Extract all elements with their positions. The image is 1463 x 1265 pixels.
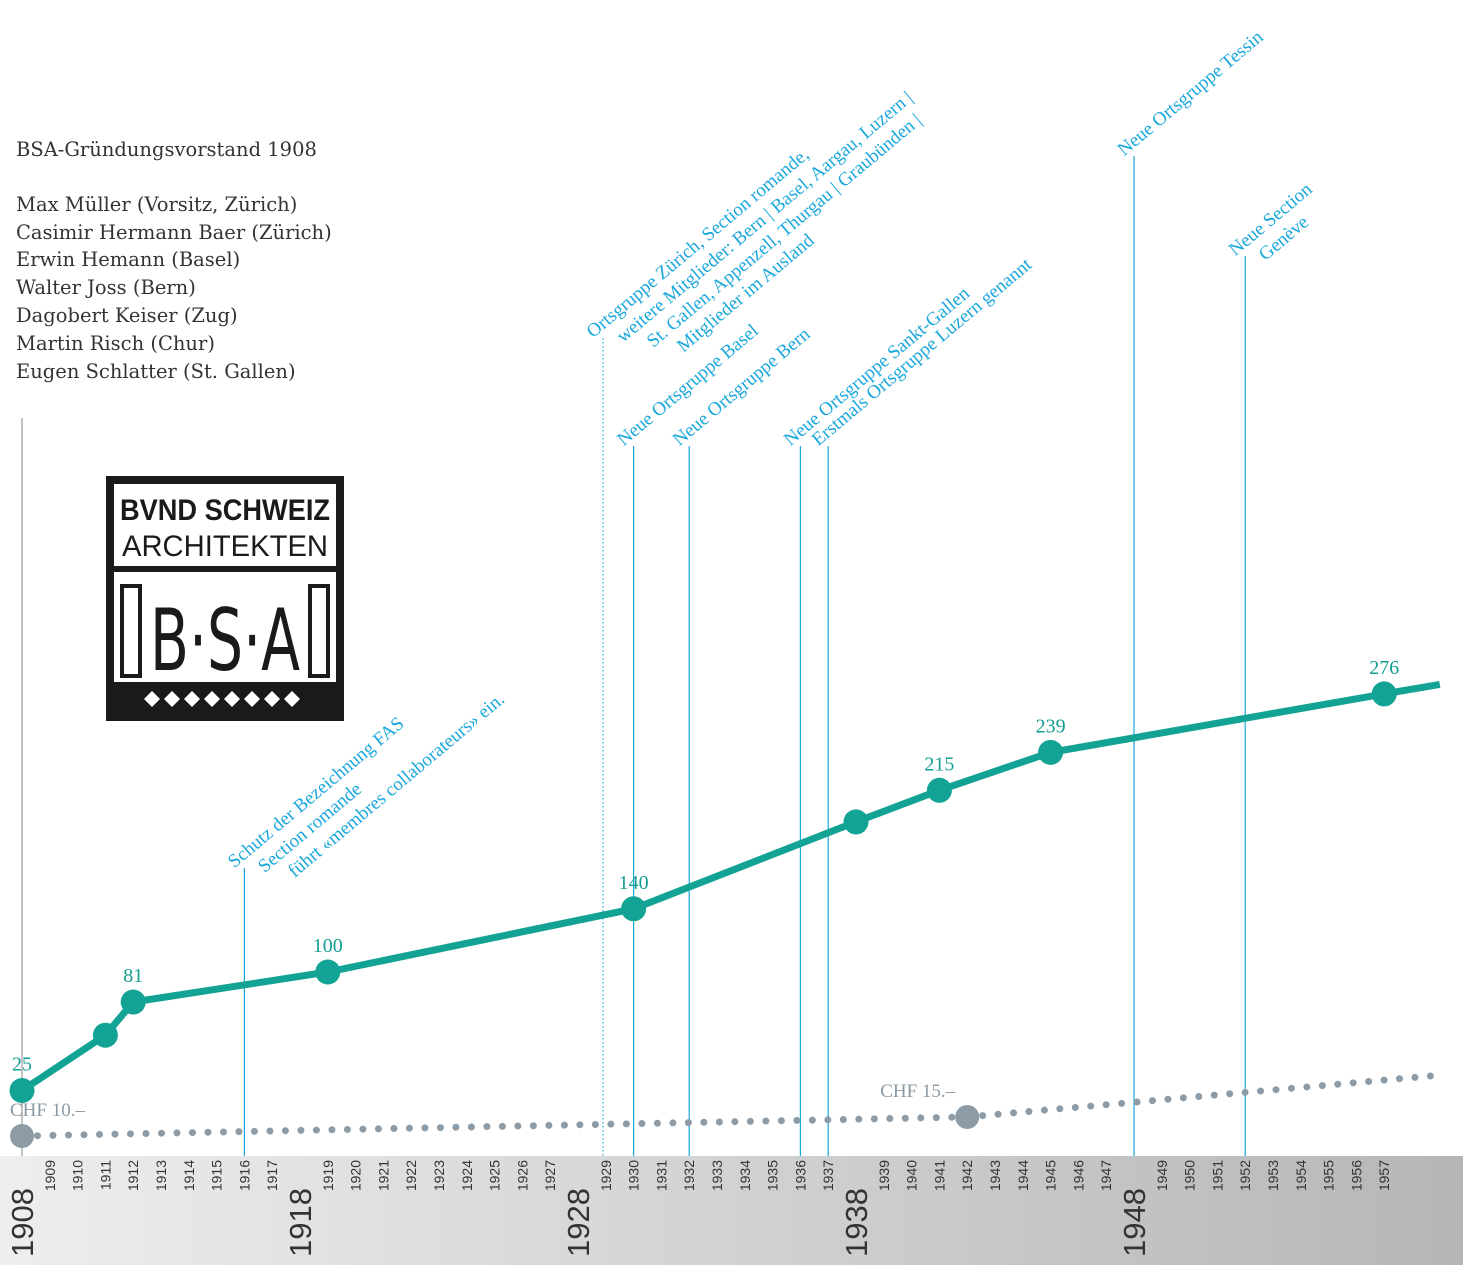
year-tick: 1926	[514, 1160, 530, 1191]
members-line	[20, 680, 1441, 1094]
year-tick: 1936	[792, 1160, 808, 1191]
year-tick: 1913	[153, 1160, 169, 1191]
year-tick: 1956	[1348, 1160, 1364, 1191]
members-point	[120, 989, 146, 1015]
year-tick: 1929	[598, 1160, 614, 1191]
fee-series: CHF 10.– CHF 15.–	[10, 1071, 1444, 1148]
board-member: Max Müller (Vorsitz, Zürich)	[16, 192, 298, 216]
fee-label: CHF 10.–	[10, 1100, 85, 1121]
year-tick: 1947	[1098, 1160, 1114, 1191]
year-tick: 1915	[209, 1160, 225, 1191]
year-tick: 1946	[1070, 1160, 1086, 1191]
year-tick: 1951	[1209, 1160, 1225, 1191]
year-tick: 1940	[904, 1160, 920, 1191]
year-tick: 1921	[375, 1160, 391, 1191]
year-tick: 1923	[431, 1160, 447, 1191]
founding-board: BSA-Gründungsvorstand 1908 Max Müller (V…	[16, 136, 332, 385]
year-tick: 1937	[820, 1160, 836, 1191]
year-tick: 1941	[931, 1160, 947, 1191]
year-tick: 1922	[403, 1160, 419, 1191]
fee-segment	[18, 1113, 971, 1140]
year-tick: 1931	[653, 1160, 669, 1191]
axis-band	[0, 1156, 1463, 1265]
members-point	[621, 896, 647, 922]
year-tick: 1920	[348, 1160, 364, 1191]
fee-point	[955, 1105, 980, 1129]
year-tick: 1917	[264, 1160, 280, 1191]
year-tick: 1932	[681, 1160, 697, 1191]
members-point	[9, 1078, 35, 1103]
members-point	[92, 1022, 118, 1048]
decade-tick: 1918	[283, 1188, 318, 1257]
year-tick: 1942	[959, 1160, 975, 1191]
annotation-label: St. Gallen, Appenzell, Thurgau | Graubün…	[643, 110, 926, 352]
year-axis: 1909 1910 1911 1912 1913 1914 1915 1916 1917 1919…	[5, 1160, 1392, 1257]
year-tick: 1945	[1043, 1160, 1059, 1191]
year-tick: 1952	[1237, 1160, 1253, 1191]
year-tick: 1957	[1376, 1160, 1392, 1191]
year-tick: 1954	[1293, 1160, 1309, 1191]
board-member: Eugen Schlatter (St. Gallen)	[16, 359, 296, 383]
members-point	[843, 809, 869, 835]
founding-board-title: BSA-Gründungsvorstand 1908	[16, 138, 317, 161]
members-point	[926, 777, 952, 803]
members-label: 276	[1369, 657, 1399, 679]
logo-monogram: B·S·A	[150, 591, 300, 691]
logo-line2: ARCHITEKTEN	[122, 530, 328, 563]
fee-label: CHF 15.–	[880, 1081, 955, 1102]
members-point	[315, 959, 341, 985]
year-tick: 1916	[236, 1160, 252, 1191]
year-tick: 1950	[1182, 1160, 1198, 1191]
annotation-label: Neue Ortsgruppe Sankt-Gallen	[780, 283, 974, 451]
members-label: 81	[123, 965, 143, 987]
year-tick: 1933	[709, 1160, 725, 1191]
members-label: 100	[313, 935, 343, 957]
year-tick: 1935	[765, 1160, 781, 1191]
annotation-label: Neue Ortsgruppe Tessin	[1114, 26, 1268, 160]
members-label: 239	[1036, 715, 1066, 737]
members-label: 140	[619, 872, 649, 894]
year-tick: 1927	[542, 1160, 558, 1191]
year-tick: 1911	[97, 1160, 113, 1190]
year-tick: 1930	[626, 1160, 642, 1191]
year-tick: 1953	[1265, 1160, 1281, 1191]
year-tick: 1943	[987, 1160, 1003, 1191]
members-point	[1038, 739, 1064, 765]
year-tick: 1939	[876, 1160, 892, 1191]
year-tick: 1909	[42, 1160, 58, 1191]
year-tick: 1914	[181, 1160, 197, 1191]
bsa-logo: BVND SCHWEIZ ARCHITEKTEN B·S·A	[106, 476, 344, 721]
year-tick: 1910	[70, 1160, 86, 1191]
members-point	[1371, 681, 1397, 707]
fee-segment	[963, 1071, 1444, 1121]
board-member: Walter Joss (Bern)	[16, 276, 196, 300]
decade-tick: 1928	[561, 1188, 596, 1257]
decade-tick: 1908	[5, 1188, 40, 1257]
board-member: Dagobert Keiser (Zug)	[16, 303, 238, 327]
decade-tick: 1938	[839, 1188, 874, 1257]
members-series: 25 81 100 140 215 239 276	[9, 657, 1441, 1103]
year-tick: 1912	[125, 1160, 141, 1191]
year-tick: 1944	[1015, 1160, 1031, 1191]
fee-point	[10, 1124, 34, 1148]
members-label: 25	[12, 1054, 32, 1076]
board-member: Erwin Hemann (Basel)	[16, 248, 241, 272]
annotation-lines	[21, 156, 1246, 1156]
year-tick: 1949	[1154, 1160, 1170, 1191]
board-member: Martin Risch (Chur)	[16, 331, 215, 355]
logo-line1: BVND SCHWEIZ	[120, 494, 330, 527]
annotation-label: Erstmals Ortsgruppe Luzern genannt	[808, 254, 1037, 451]
year-tick: 1934	[737, 1160, 753, 1191]
year-tick: 1925	[487, 1160, 503, 1191]
year-tick: 1955	[1321, 1160, 1337, 1191]
year-tick: 1924	[459, 1160, 475, 1191]
year-tick: 1919	[320, 1160, 336, 1191]
decade-tick: 1948	[1117, 1188, 1152, 1257]
board-member: Casimir Hermann Baer (Zürich)	[16, 220, 332, 244]
members-label: 215	[924, 753, 954, 775]
annotation-label: weitere Mitglieder: Bern | Basel, Aargau…	[613, 87, 917, 347]
logo-diamond-band	[144, 691, 300, 707]
